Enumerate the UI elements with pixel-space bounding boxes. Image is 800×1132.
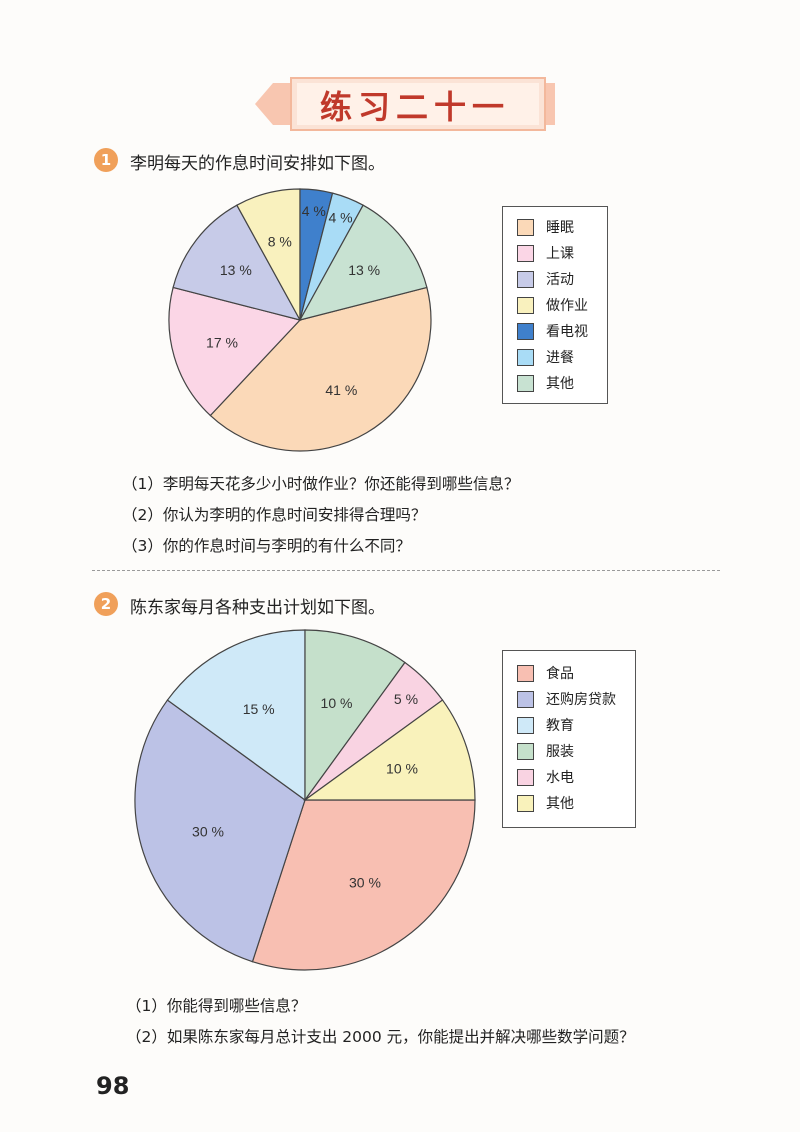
legend-label: 活动: [546, 272, 574, 288]
legend-label: 上课: [546, 246, 574, 262]
question-2-part-1: （1）你能得到哪些信息？: [126, 997, 307, 1015]
section-divider: [92, 570, 720, 571]
legend-label: 其他: [546, 376, 574, 392]
pie-slice-3: [166, 629, 306, 802]
pie-slice-label: 8 %: [268, 233, 292, 249]
pie-slice-label: 5 %: [394, 691, 418, 707]
exercise-title: 练习二十一: [319, 88, 510, 126]
question-1-part-2: （2）你认为李明的作息时间安排得合理吗？: [122, 506, 427, 524]
legend-swatch: [517, 270, 534, 288]
legend-label: 服装: [546, 744, 574, 760]
pie-slice-label: 10 %: [386, 760, 418, 776]
legend-item: 食品: [517, 663, 574, 683]
legend-swatch: [517, 244, 534, 262]
legend-swatch: [517, 768, 534, 786]
legend-item: 服装: [517, 741, 574, 761]
question-number-badge: 1: [94, 148, 118, 172]
pie-slice-label: 13 %: [348, 262, 380, 278]
pie-slice-label: 10 %: [321, 695, 353, 711]
pie-slice-label: 41 %: [325, 382, 357, 398]
legend-monthly-expenses: 食品还购房贷款教育服装水电其他: [502, 650, 636, 828]
legend-label: 进餐: [546, 350, 574, 366]
legend-item: 进餐: [517, 347, 574, 367]
page-number: 98: [96, 1072, 130, 1100]
pie-slice-1: [209, 286, 432, 452]
question-1-title: 李明每天的作息时间安排如下图。: [130, 154, 385, 174]
legend-item: 睡眠: [517, 217, 574, 237]
pie-slice-2: [134, 699, 306, 963]
legend-swatch: [517, 716, 534, 734]
legend-item: 还购房贷款: [517, 689, 616, 709]
legend-swatch: [517, 374, 534, 392]
legend-swatch: [517, 690, 534, 708]
pie-slice-1: [251, 799, 476, 971]
question-2-part-2: （2）如果陈东家每月总计支出 2000 元，你能提出并解决哪些数学问题？: [126, 1028, 635, 1046]
pie-slice-label: 30 %: [349, 875, 381, 891]
legend-swatch: [517, 348, 534, 366]
legend-label: 食品: [546, 666, 574, 682]
legend-label: 其他: [546, 796, 574, 812]
legend-swatch: [517, 218, 534, 236]
pie-chart-monthly-expenses: 30 % 30 % 15 % 10 % 5 % 10 %: [134, 629, 476, 971]
pie-slice-2: [168, 286, 302, 417]
legend-item: 教育: [517, 715, 574, 735]
legend-swatch: [517, 322, 534, 340]
title-banner: [255, 77, 555, 131]
pie-slice-label: 15 %: [243, 701, 275, 717]
legend-label: 水电: [546, 770, 574, 786]
legend-item: 其他: [517, 793, 574, 813]
legend-swatch: [517, 664, 534, 682]
pie-slice-7: [298, 204, 428, 321]
legend-label: 睡眠: [546, 220, 574, 236]
legend-item: 水电: [517, 767, 574, 787]
pie-slice-label: 17 %: [206, 335, 238, 351]
legend-daily-schedule: 睡眠上课活动做作业看电视进餐其他: [502, 206, 608, 404]
question-number-badge: 2: [94, 592, 118, 616]
question-1-part-1: （1）李明每天花多少小时做作业？你还能得到哪些信息？: [122, 475, 520, 493]
legend-label: 还购房贷款: [546, 692, 616, 708]
legend-item: 做作业: [517, 295, 588, 315]
legend-swatch: [517, 794, 534, 812]
legend-swatch: [517, 742, 534, 760]
pie-slice-label: 4 %: [302, 203, 326, 219]
question-1-part-3: （3）你的作息时间与李明的有什么不同？: [122, 537, 411, 555]
legend-label: 做作业: [546, 298, 588, 314]
pie-chart-daily-schedule: 41 % 17 % 13 % 8 % 4 % 4 % 13 %: [168, 188, 432, 452]
legend-item: 其他: [517, 373, 574, 393]
legend-swatch: [517, 296, 534, 314]
legend-item: 看电视: [517, 321, 588, 341]
pie-slice-label: 4 %: [328, 210, 352, 226]
pie-slice-3: [172, 204, 302, 321]
pie-slice-4: [304, 629, 406, 802]
legend-item: 活动: [517, 269, 574, 289]
pie-slice-label: 30 %: [192, 824, 224, 840]
question-2-title: 陈东家每月各种支出计划如下图。: [130, 598, 385, 618]
pie-slice-6: [303, 699, 476, 801]
legend-label: 教育: [546, 718, 574, 734]
pie-slice-label: 13 %: [220, 262, 252, 278]
legend-item: 上课: [517, 243, 574, 263]
legend-label: 看电视: [546, 324, 588, 340]
